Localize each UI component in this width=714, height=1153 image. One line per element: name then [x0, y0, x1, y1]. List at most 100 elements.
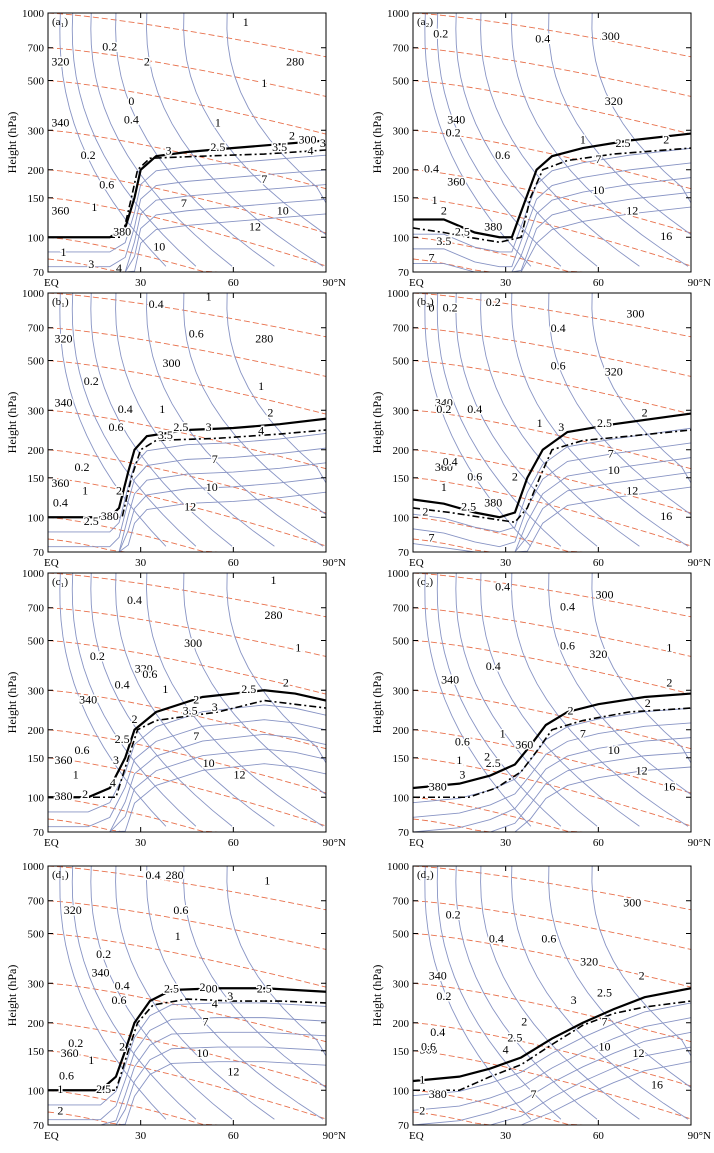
x-tick-label: 90°N [688, 557, 711, 569]
pv-contour-label: 3 [571, 993, 577, 1007]
pv-contour-label: 1 [162, 682, 168, 696]
axes-frame [47, 12, 327, 273]
y-axis-label: Height (hPa) [370, 112, 384, 174]
theta-contour-label: 7 [181, 196, 187, 210]
pv-contour-label: 0.6 [455, 735, 470, 749]
x-tick-label: EQ [44, 557, 59, 569]
y-tick-label: 500 [393, 76, 410, 88]
theta-contour-line [413, 516, 691, 552]
theta-contour-line [413, 13, 691, 58]
y-tick-label: 100 [28, 232, 45, 244]
pv-contour-label: 2 [441, 203, 447, 217]
theta-contour-line [48, 1050, 326, 1120]
x-tick-label: 30 [135, 557, 147, 569]
tropopause-solid-line [413, 412, 691, 519]
tropopause-solid-line [413, 132, 691, 239]
theta-contour-line [48, 236, 326, 272]
theta-contour-line [413, 1050, 691, 1120]
pv-contour-line [548, 866, 691, 1120]
theta-contour-line [48, 327, 326, 377]
theta-contour-label: 360 [515, 737, 533, 751]
pv-contour-line [48, 198, 326, 272]
y-tick-label: 200 [28, 445, 45, 457]
y-tick-label: 150 [28, 193, 45, 205]
pv-contour-line [455, 866, 598, 1120]
tropopause-dashed-line [413, 147, 691, 244]
pv-contour-label: 1 [206, 290, 212, 304]
theta-contour-line [413, 47, 691, 97]
theta-contour-label: 360 [54, 753, 72, 767]
pv-contour-label: 0.2 [446, 125, 461, 139]
y-tick-label: 300 [28, 405, 45, 417]
pv-contour-label: 0.4 [495, 579, 510, 593]
plot-area: 16121073603403203001238032.5210.6120.40.… [413, 573, 691, 832]
pv-contour-line [48, 154, 326, 253]
x-tick-label: 90°N [323, 1130, 346, 1142]
theta-contour-label: 320 [64, 903, 82, 917]
theta-contour-line [48, 900, 326, 950]
pv-contour-label: 0.6 [421, 1039, 436, 1053]
pv-contour-label: 0.6 [108, 420, 123, 434]
theta-contour-line [48, 573, 326, 618]
tropopause-solid-line [48, 139, 326, 239]
y-tick-label: 300 [393, 978, 410, 990]
theta-contour-label: 1 [264, 874, 270, 888]
pv-contour-label: 2 [131, 712, 137, 726]
y-tick-label: 500 [28, 76, 45, 88]
theta-contour-line [413, 757, 691, 827]
theta-contour-line [48, 197, 326, 267]
theta-contour-line [48, 729, 326, 794]
theta-contour-label: 300 [200, 982, 218, 996]
pv-contour-label: 0.2 [443, 301, 458, 315]
pv-contour-line [48, 462, 326, 552]
pv-contour-label: 1 [159, 402, 165, 416]
x-tick-label: 90°N [323, 557, 346, 569]
pv-contour-line [48, 1002, 326, 1106]
pv-contour-line [48, 733, 326, 832]
y-tick-label: 300 [28, 685, 45, 697]
theta-contour-line [413, 1089, 691, 1125]
pv-contour-line [413, 1061, 691, 1125]
theta-contour-label: 10 [206, 480, 218, 494]
theta-contour-line [48, 796, 326, 832]
theta-contour-line [413, 360, 691, 415]
x-tick-label: 30 [135, 277, 147, 289]
theta-contour-line [48, 80, 326, 135]
pv-contour-label: 3.5 [183, 704, 198, 718]
theta-contour-label: 300 [602, 29, 620, 43]
pv-contour-line [413, 457, 691, 552]
theta-contour-line [413, 866, 691, 911]
theta-contour-label: 340 [429, 969, 447, 983]
pv-contour-line [115, 866, 275, 1120]
pv-contour-line [71, 866, 197, 1120]
theta-contour-label: 340 [51, 116, 69, 130]
theta-contour-label: 320 [580, 955, 598, 969]
pv-contour-label: 0.4 [115, 677, 130, 691]
y-tick-label: 700 [28, 323, 45, 335]
pv-contour-label: 1 [432, 193, 438, 207]
plot-area: 716121073603403203002238010.60.40.242.52… [413, 866, 691, 1125]
pv-contour-label: 2.5 [173, 420, 188, 434]
pv-contour-label: 2.5 [164, 982, 179, 996]
y-tick-label: 70 [398, 1120, 410, 1132]
x-tick-label: 60 [228, 277, 240, 289]
pv-contour-label: 1 [261, 76, 267, 90]
pv-contour-line [48, 213, 326, 272]
y-tick-label: 100 [28, 1085, 45, 1097]
pv-contour-label: 0.6 [467, 470, 482, 484]
pv-contour-label: 0.2 [436, 989, 451, 1003]
y-tick-label: 500 [393, 356, 410, 368]
pv-contour-label: 2.5 [257, 982, 272, 996]
theta-contour-line [48, 477, 326, 547]
theta-contour-label: 12 [626, 203, 638, 217]
theta-contour-line [48, 982, 326, 1043]
pv-contour-line [226, 866, 326, 1120]
x-tick-label: EQ [44, 277, 59, 289]
pv-contour-line [480, 293, 640, 547]
pv-contour-line [413, 722, 691, 818]
pv-contour-label: 0.6 [541, 931, 556, 945]
